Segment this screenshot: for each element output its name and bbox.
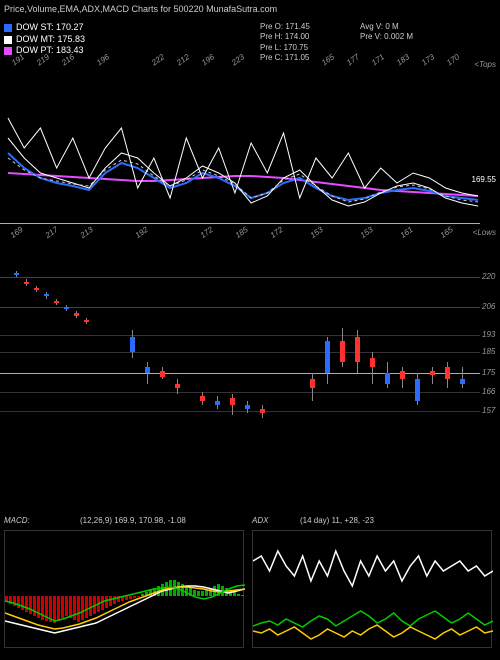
candle-body [160, 371, 165, 377]
legend-st: DOW ST: 170.27 [4, 22, 85, 34]
candle-y-label: 220 [482, 272, 495, 281]
vol-axis-label: 165 [439, 225, 455, 240]
candle-body [74, 313, 79, 315]
vol-axis-label: 153 [309, 225, 325, 240]
candle-body [355, 337, 360, 363]
candle-body [54, 301, 59, 303]
vol-axis-label: 172 [199, 225, 215, 240]
price-top-axis-label: 173 [420, 52, 436, 67]
info-ohlc: Pre O: 171.45 Pre H: 174.00 Pre L: 170.7… [260, 22, 310, 64]
candle-y-label: 157 [482, 406, 495, 415]
pre-l: Pre L: 170.75 [260, 43, 310, 53]
adx-subpanel [252, 530, 492, 648]
candle-body [430, 371, 435, 375]
candle-body [260, 409, 265, 413]
pre-o: Pre O: 171.45 [260, 22, 310, 32]
grid-line [0, 335, 480, 336]
vol-axis-label: 169 [9, 225, 25, 240]
grid-line [0, 392, 480, 393]
grid-line [0, 277, 480, 278]
candle-wick [232, 394, 233, 415]
info-vol: Avg V: 0 M Pre V: 0.002 M [360, 22, 413, 43]
volume-panel: 169 217 213 192 172 185 172 153 153 161 165 <Lows [0, 220, 500, 250]
price-top-axis-label: 170 [445, 52, 461, 67]
price-top-axis-label: 171 [370, 52, 386, 67]
candle-y-label: 185 [482, 347, 495, 356]
vol-axis-label: 153 [359, 225, 375, 240]
grid-line [0, 307, 480, 308]
candle-body [370, 358, 375, 367]
candle-body [445, 367, 450, 380]
vol-axis-label: 185 [234, 225, 250, 240]
candle-body [340, 341, 345, 362]
swatch-mt [4, 36, 12, 44]
candle-body [175, 384, 180, 388]
price-top-axis-label: 222 [150, 52, 166, 67]
candle-body [14, 273, 19, 275]
price-top-axis-label: 196 [200, 52, 216, 67]
price-top-axis-label: 165 [320, 52, 336, 67]
candle-y-label: 175 [482, 368, 495, 377]
avg-v: Avg V: 0 M [360, 22, 413, 32]
price-top-axis-label: 196 [95, 52, 111, 67]
candle-body [230, 398, 235, 404]
candle-wick [147, 362, 148, 383]
vol-axis-label: 161 [399, 225, 415, 240]
candle-y-label: 206 [482, 302, 495, 311]
price-top-axis-label: 183 [395, 52, 411, 67]
candle-y-label: 193 [482, 330, 495, 339]
candle-body [310, 379, 315, 388]
macd-subpanel [4, 530, 244, 648]
candle-body [64, 307, 69, 309]
swatch-pt [4, 47, 12, 55]
candle-body [130, 337, 135, 352]
price-top-axis-label: 177 [345, 52, 361, 67]
tops-label: <Tops [474, 60, 496, 69]
candle-body [44, 294, 49, 296]
candle-y-label: 166 [482, 387, 495, 396]
price-panel: 1912192161962222121962231651771711831731… [0, 60, 500, 210]
candle-body [325, 341, 330, 373]
candle-body [24, 282, 29, 284]
divider-line [0, 223, 480, 224]
grid-line [0, 411, 480, 412]
candle-body [460, 379, 465, 383]
vol-axis-label: 213 [79, 225, 95, 240]
candle-body [200, 396, 205, 400]
candle-wick [432, 367, 433, 384]
price-top-axis-label: 223 [230, 52, 246, 67]
candle-body [400, 371, 405, 380]
adx-label: ADX [252, 516, 268, 525]
candle-body [34, 288, 39, 290]
adx-params: (14 day) 11, +28, -23 [300, 516, 374, 525]
swatch-st [4, 24, 12, 32]
macd-label: MACD: [4, 516, 30, 525]
macd-text: MACD: [4, 516, 30, 525]
chart-title: Price,Volume,EMA,ADX,MACD Charts for 500… [4, 4, 277, 14]
pre-h: Pre H: 174.00 [260, 32, 310, 42]
vol-axis-label: 192 [134, 225, 150, 240]
vol-axis-label: 172 [269, 225, 285, 240]
candle-wick [372, 352, 373, 384]
grid-line [0, 352, 480, 353]
candle-body [215, 401, 220, 405]
candle-body [385, 373, 390, 384]
lows-label: <Lows [473, 228, 496, 237]
candle-wick [462, 367, 463, 388]
candle-body [84, 320, 89, 322]
candle-body [145, 367, 150, 373]
candle-body [245, 405, 250, 409]
price-top-axis-label: 212 [175, 52, 191, 67]
legend-mt-label: DOW MT: 175.83 [16, 34, 85, 46]
candle-body [415, 379, 420, 400]
legend-mt: DOW MT: 175.83 [4, 34, 85, 46]
candle-panel: 220 206 193 185 175 166 157 [0, 256, 500, 426]
vol-axis-label: 217 [44, 225, 60, 240]
grid-line [0, 373, 480, 374]
adx-text: ADX [252, 516, 268, 525]
pre-v: Pre V: 0.002 M [360, 32, 413, 42]
legend-st-label: DOW ST: 170.27 [16, 22, 84, 34]
macd-params: (12,26,9) 169.9, 170.98, -1.08 [80, 516, 186, 525]
